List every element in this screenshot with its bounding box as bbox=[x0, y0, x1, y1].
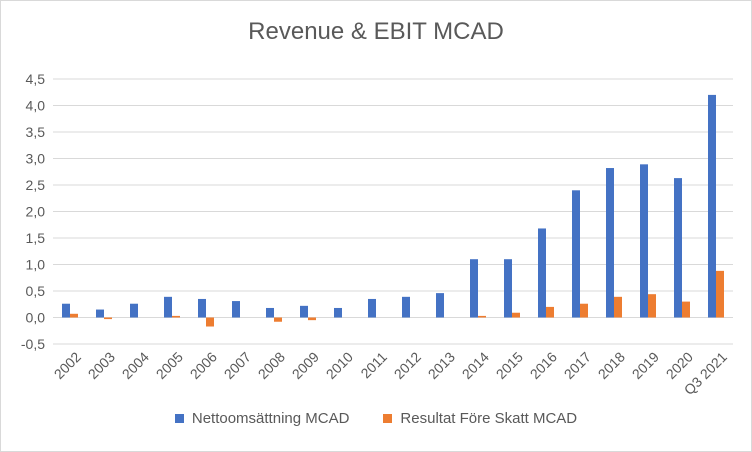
y-tick-label: 4,5 bbox=[26, 71, 46, 87]
y-tick-label: 1,5 bbox=[26, 230, 46, 246]
bar-revenue bbox=[130, 303, 138, 318]
bar-revenue bbox=[640, 164, 648, 318]
legend: Nettoomsättning MCAD Resultat Före Skatt… bbox=[0, 410, 752, 427]
bar-revenue bbox=[266, 307, 274, 318]
y-tick-label: 2,0 bbox=[26, 204, 46, 220]
y-tick-label: 4,0 bbox=[26, 98, 46, 114]
bar-ebit bbox=[172, 315, 180, 318]
chart-title: Revenue & EBIT MCAD bbox=[248, 18, 504, 45]
x-tick-label: 2003 bbox=[85, 349, 118, 382]
y-tick-label: 3,5 bbox=[26, 124, 46, 140]
y-tick-label: -0,5 bbox=[21, 336, 45, 352]
bar-revenue bbox=[708, 94, 716, 318]
bar-ebit bbox=[206, 317, 214, 327]
bar-revenue bbox=[538, 228, 546, 318]
bar-revenue bbox=[96, 309, 104, 318]
bar-revenue bbox=[232, 301, 240, 318]
legend-label-revenue: Nettoomsättning MCAD bbox=[191, 410, 350, 427]
bar-revenue bbox=[300, 305, 308, 318]
y-tick-label: 1,0 bbox=[26, 257, 46, 273]
bar-revenue bbox=[572, 190, 580, 318]
bar-revenue bbox=[198, 298, 206, 318]
legend-item-ebit: Resultat Före Skatt MCAD bbox=[383, 410, 577, 427]
bar-ebit bbox=[682, 301, 690, 318]
x-tick-label: 2009 bbox=[289, 349, 322, 382]
x-tick-label: 2013 bbox=[425, 349, 458, 382]
y-axis-tick-labels: -0,5 0,0 0,5 1,0 1,5 2,0 2,5 3,0 3,5 4,0 4,5 bbox=[21, 71, 45, 352]
bar-revenue bbox=[402, 296, 410, 318]
legend-swatch-revenue bbox=[174, 414, 184, 423]
x-tick-label: 2006 bbox=[187, 349, 220, 382]
bar-revenue bbox=[368, 298, 376, 318]
legend-swatch-ebit bbox=[383, 414, 393, 423]
x-tick-label: 2011 bbox=[357, 349, 390, 382]
bar-revenue bbox=[674, 178, 682, 318]
x-tick-label: 2007 bbox=[221, 349, 254, 382]
bar-revenue bbox=[436, 293, 444, 318]
x-tick-label: 2019 bbox=[629, 349, 662, 382]
bar-ebit bbox=[308, 317, 316, 321]
x-tick-label: 2015 bbox=[493, 349, 526, 382]
x-tick-label: 2010 bbox=[323, 349, 356, 382]
bar-ebit bbox=[274, 317, 282, 322]
x-tick-label: 2008 bbox=[255, 349, 288, 382]
bar-ebit bbox=[716, 270, 724, 318]
x-axis-tick-labels: 2002 2003 2004 2005 2006 2007 2008 2009 2010 2011… bbox=[51, 349, 730, 398]
bar-ebit bbox=[648, 294, 656, 318]
x-tick-label: 2016 bbox=[527, 349, 560, 382]
x-tick-label: 2014 bbox=[459, 349, 492, 382]
x-tick-label: 2017 bbox=[561, 349, 594, 382]
bar-revenue bbox=[470, 259, 478, 318]
bar-ebit bbox=[70, 313, 78, 318]
x-tick-label: 2004 bbox=[119, 349, 152, 382]
legend-item-revenue: Nettoomsättning MCAD bbox=[174, 410, 350, 427]
bar-revenue bbox=[606, 168, 614, 318]
bar-ebit bbox=[104, 317, 112, 320]
x-tick-label: 2018 bbox=[595, 349, 628, 382]
legend-label-ebit: Resultat Före Skatt MCAD bbox=[400, 410, 578, 427]
bar-ebit bbox=[614, 296, 622, 318]
x-tick-label: 2005 bbox=[153, 349, 186, 382]
bars bbox=[62, 94, 724, 327]
bar-revenue bbox=[164, 296, 172, 318]
y-tick-label: 2,5 bbox=[26, 177, 46, 193]
bar-revenue bbox=[504, 259, 512, 318]
bar-ebit bbox=[546, 306, 554, 318]
bar-ebit bbox=[478, 315, 486, 318]
bar-ebit bbox=[580, 303, 588, 318]
gridlines bbox=[53, 78, 733, 345]
x-tick-label: 2002 bbox=[51, 349, 84, 382]
bar-revenue bbox=[62, 303, 70, 318]
y-tick-label: 0,5 bbox=[26, 283, 46, 299]
y-tick-label: 3,0 bbox=[26, 151, 46, 167]
x-tick-label: 2012 bbox=[391, 349, 424, 382]
y-tick-label: 0,0 bbox=[26, 310, 46, 326]
bar-revenue bbox=[334, 307, 342, 318]
bar-ebit bbox=[512, 312, 520, 318]
